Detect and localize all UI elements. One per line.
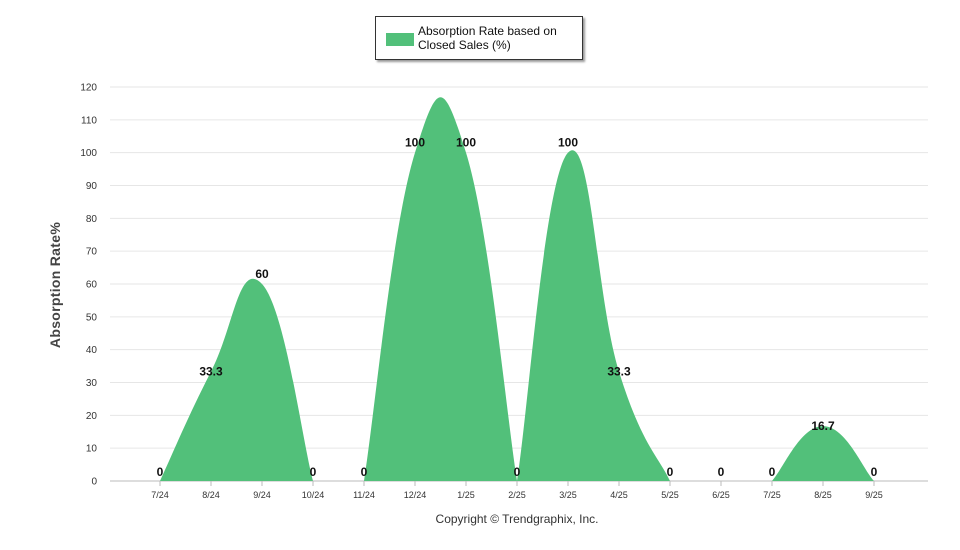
x-tick-label: 7/24 (151, 490, 169, 500)
data-label: 0 (667, 465, 674, 479)
series-area-segment (772, 426, 874, 481)
x-tick-label: 9/24 (253, 490, 271, 500)
x-tick-label: 11/24 (353, 490, 375, 500)
x-tick-label: 6/25 (712, 490, 730, 500)
data-label: 0 (361, 465, 368, 479)
data-label: 100 (456, 136, 476, 150)
x-tick-label: 3/25 (559, 490, 577, 500)
y-tick-label: 100 (80, 148, 97, 159)
data-label: 100 (405, 136, 425, 150)
y-axis-title: Absorption Rate% (47, 221, 63, 349)
data-label: 100 (558, 136, 578, 150)
x-tick-label: 8/24 (202, 490, 220, 500)
y-tick-labels: 0 10 20 30 40 50 60 70 80 90 100 110 120 (80, 83, 97, 488)
y-tick-label: 80 (86, 214, 98, 225)
legend-swatch (386, 33, 414, 46)
data-label: 16.7 (811, 419, 835, 433)
x-tick-label: 1/25 (457, 490, 475, 500)
x-tick-label: 5/25 (661, 490, 679, 500)
y-tick-label: 40 (86, 345, 98, 356)
legend-entry: Absorption Rate based on Closed Sales (%… (418, 24, 557, 52)
y-tick-label: 50 (86, 312, 98, 323)
x-tick-label: 2/25 (508, 490, 526, 500)
series-area-segment (517, 150, 670, 482)
copyright-text: Copyright © Trendgraphix, Inc. (435, 512, 599, 526)
y-tick-label: 70 (86, 247, 98, 258)
data-label: 0 (871, 465, 878, 479)
y-tick-label: 60 (86, 280, 98, 291)
data-label: 0 (514, 465, 521, 479)
y-tick-label: 0 (91, 477, 97, 488)
x-tick-label: 4/25 (610, 490, 628, 500)
data-label: 0 (769, 465, 776, 479)
y-tick-label: 10 (86, 444, 98, 455)
x-tick-label: 7/25 (763, 490, 781, 500)
data-label: 0 (310, 465, 317, 479)
series-area-segment (160, 278, 313, 481)
data-label: 33.3 (607, 365, 631, 379)
data-label: 0 (718, 465, 725, 479)
x-tick-label: 8/25 (814, 490, 832, 500)
series-areas (160, 97, 874, 482)
y-tick-label: 90 (86, 181, 98, 192)
data-labels: 0 33.3 60 0 0 100 100 0 100 33.3 0 0 0 16.7 0 (157, 136, 878, 479)
data-label: 0 (157, 465, 164, 479)
x-tick-label: 9/25 (865, 490, 883, 500)
x-tick-labels: 7/24 8/24 9/24 10/24 11/24 12/24 1/25 2/25 3/25 4… (151, 490, 883, 500)
y-tick-label: 120 (80, 83, 97, 94)
x-tick-label: 10/24 (302, 490, 325, 500)
y-tick-label: 110 (81, 115, 97, 126)
x-tick-label: 12/24 (404, 490, 427, 500)
data-label: 60 (255, 267, 269, 281)
legend: Absorption Rate based on Closed Sales (%… (375, 16, 583, 60)
series-area-segment (364, 97, 517, 482)
y-tick-label: 20 (86, 411, 98, 422)
y-tick-label: 30 (86, 378, 98, 389)
data-label: 33.3 (199, 365, 223, 379)
axes (110, 480, 928, 486)
